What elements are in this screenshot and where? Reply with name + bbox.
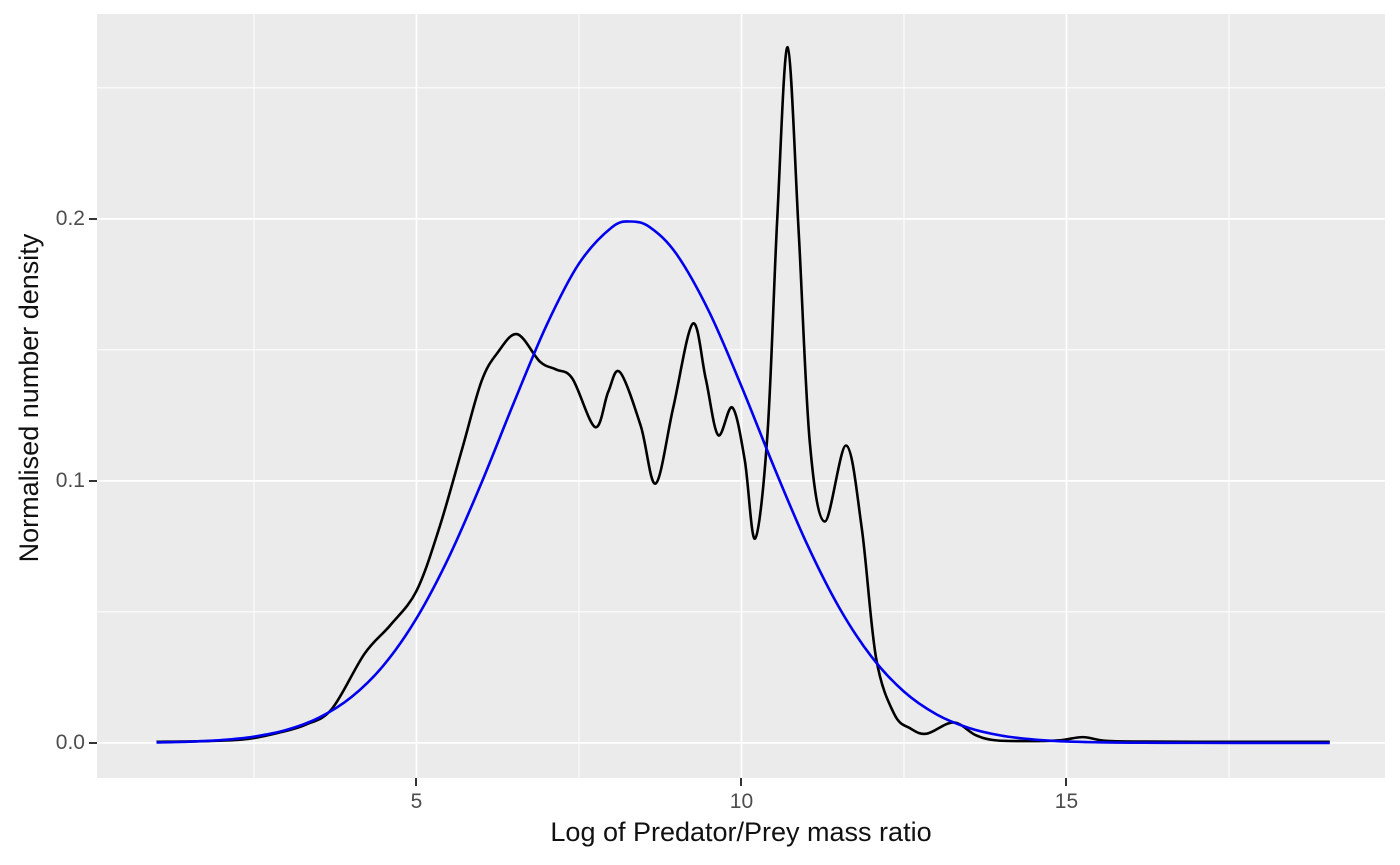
curve-observed-density-kde [156,45,1330,744]
x-tick-label: 10 [729,790,754,813]
y-tick-mark [89,741,97,744]
plot-panel [97,14,1385,778]
y-tick-label: 0.1 [55,468,85,492]
x-tick-mark [1065,778,1068,786]
x-tick-label: 15 [1054,790,1079,813]
y-tick-mark [89,217,97,220]
x-tick-label: 5 [410,790,423,813]
y-tick-label: 0.0 [55,730,85,754]
curve-normal-fit [156,220,1330,745]
y-tick-mark [89,479,97,482]
x-axis-title: Log of Predator/Prey mass ratio [550,817,932,847]
plot-canvas [97,14,1385,778]
x-tick-mark [740,778,743,786]
y-tick-label: 0.2 [55,206,85,230]
x-tick-mark [415,778,418,786]
